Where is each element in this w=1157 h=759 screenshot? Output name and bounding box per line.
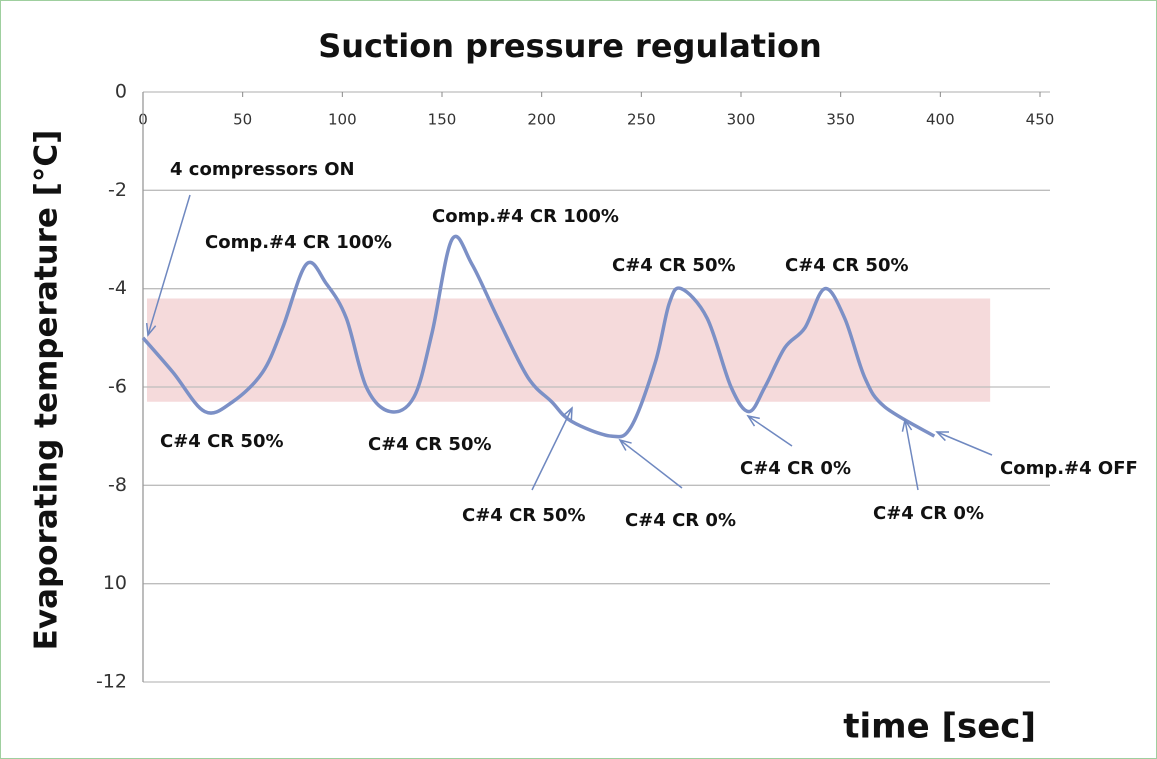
annotation-arrow [936,431,993,456]
annotation: C#4 CR 50% [462,505,586,526]
annotation: 4 compressors ON [170,159,355,180]
annotation: Comp.#4 CR 100% [432,206,619,227]
arrow-head [935,431,950,442]
x-tick-label: 100 [328,111,357,129]
annotation: C#4 CR 0% [740,458,851,479]
y-tick-label: -8 [108,474,127,496]
y-tick-label: -2 [108,179,127,201]
y-tick-label: 10 [103,572,127,594]
x-tick-label: 450 [1026,111,1055,129]
y-tick-label: -4 [108,277,127,299]
annotation: Comp.#4 OFF [1000,458,1138,479]
x-tick-label: 150 [428,111,457,129]
x-tick-label: 50 [233,111,252,129]
x-tick-label: 250 [627,111,656,129]
y-tick-label: -6 [108,376,127,398]
arrow-head [562,406,573,421]
y-axis-label: Evaporating temperature [°C] [29,130,65,651]
x-tick-label: 200 [527,111,556,129]
annotation: C#4 CR 50% [612,255,736,276]
annotation: C#4 CR 0% [625,510,736,531]
chart-title: Suction pressure regulation [318,27,822,65]
arrow-head [901,418,913,432]
annotation: Comp.#4 CR 100% [205,232,392,253]
annotation: C#4 CR 50% [785,255,909,276]
y-tick-label: -12 [96,671,127,693]
annotation-arrow [747,415,793,447]
arrow-head [618,438,632,451]
annotation: C#4 CR 0% [873,503,984,524]
line-series [141,234,936,439]
arrow-head [145,322,157,337]
y-tick-label: 0 [115,81,127,103]
annotation-arrow [531,407,573,491]
x-tick-label: 350 [826,111,855,129]
x-tick-label: 400 [926,111,955,129]
annotation: C#4 CR 50% [368,434,492,455]
annotation-arrow [619,439,683,489]
x-axis-label: time [sec] [843,707,1036,747]
annotation-arrow [147,194,191,336]
annotation-arrow [904,419,919,491]
annotation: C#4 CR 50% [160,431,284,452]
arrow-head [746,414,760,427]
x-tick-label: 300 [727,111,756,129]
